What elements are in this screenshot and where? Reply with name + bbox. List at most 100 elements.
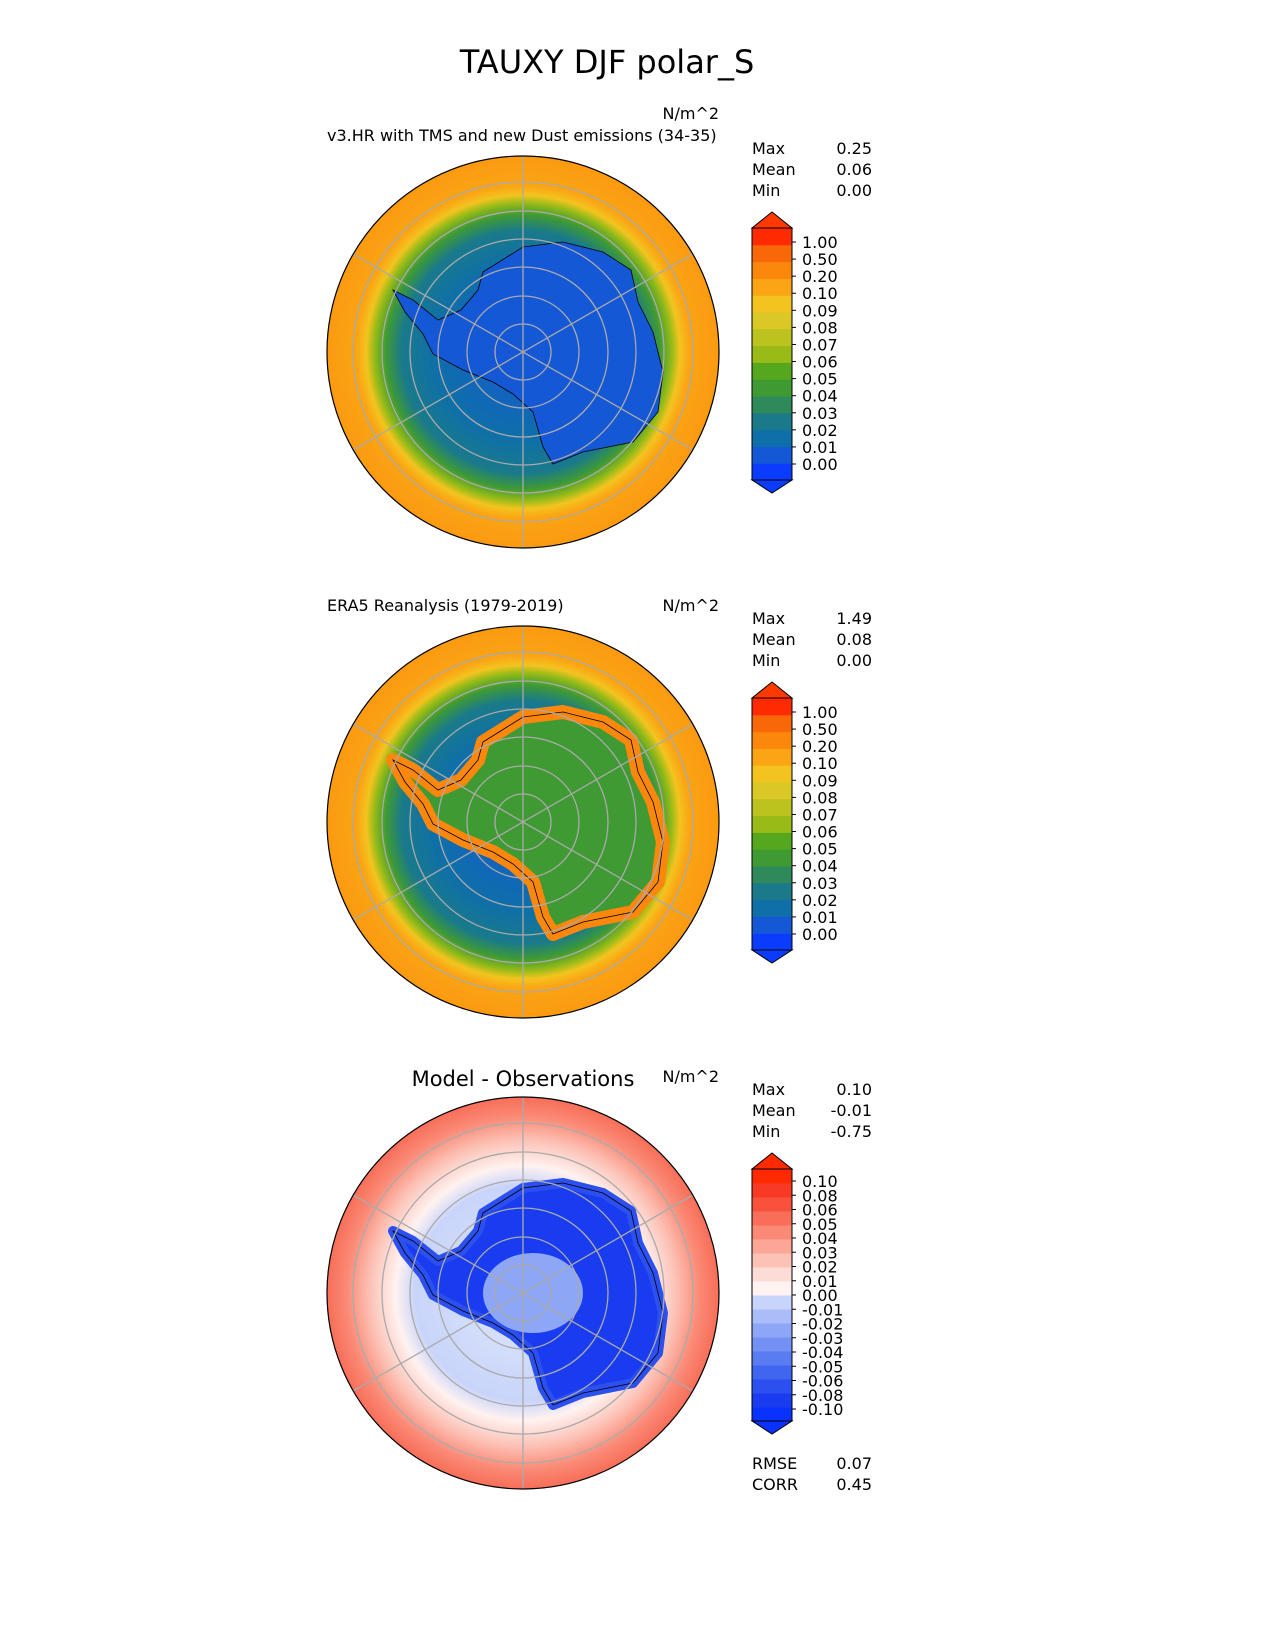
colorbar-tick-label: 0.06 bbox=[802, 823, 838, 842]
panel-units: N/m^2 bbox=[662, 1067, 719, 1086]
colorbar-tick-label: -0.03 bbox=[802, 1329, 843, 1348]
colorbar-tick-label: 0.01 bbox=[802, 438, 838, 457]
colorbar-segment bbox=[752, 1337, 792, 1352]
colorbar-tick-label: -0.02 bbox=[802, 1315, 843, 1334]
stat-value-min: -0.75 bbox=[831, 1122, 872, 1141]
colorbar-segment bbox=[752, 849, 792, 867]
panel-diff bbox=[326, 1096, 796, 1490]
panel-test bbox=[326, 155, 796, 549]
colorbar-tick-label: 0.04 bbox=[802, 387, 838, 406]
colorbar-segment bbox=[752, 463, 792, 481]
colorbar-outline bbox=[751, 697, 793, 951]
colorbar-segment bbox=[752, 228, 792, 246]
colorbar-tick-label: 0.05 bbox=[802, 370, 838, 389]
colorbar-tick-label: 0.00 bbox=[802, 925, 838, 944]
stat-value-mean: -0.01 bbox=[831, 1101, 872, 1120]
colorbar-segment bbox=[752, 899, 792, 917]
stat-label-mean: Mean bbox=[752, 1101, 796, 1120]
stat-label-min: Min bbox=[752, 651, 780, 670]
colorbar-tick-label: 0.20 bbox=[802, 737, 838, 756]
colorbar-tick-label: 0.00 bbox=[802, 455, 838, 474]
colorbar-segment bbox=[752, 396, 792, 414]
colorbar-tick-label: -0.05 bbox=[802, 1357, 843, 1376]
colorbar-segment bbox=[752, 412, 792, 431]
colorbar-segment bbox=[752, 328, 792, 347]
colorbar-extend-max bbox=[750, 211, 794, 229]
colorbar-segment bbox=[752, 832, 792, 850]
colorbar-segment bbox=[752, 882, 792, 901]
colorbar-tick-label: 0.08 bbox=[802, 318, 838, 337]
colorbar-segment bbox=[752, 1211, 792, 1226]
stat-label-max: Max bbox=[752, 609, 785, 628]
colorbar-tick-label: 0.02 bbox=[802, 891, 838, 910]
colorbar-segment bbox=[752, 362, 792, 380]
colorbar-segment bbox=[752, 1197, 792, 1212]
figure-title: TAUXY DJF polar_S bbox=[459, 43, 755, 81]
colorbar-tick-label: 0.10 bbox=[802, 1172, 838, 1191]
colorbar-tick-label: 0.03 bbox=[802, 1243, 838, 1262]
stat-value-mean: 0.08 bbox=[836, 630, 872, 649]
longitude-gridline bbox=[352, 723, 694, 921]
colorbar-tick-label: 0.01 bbox=[802, 908, 838, 927]
stat-value-corr: 0.45 bbox=[836, 1475, 872, 1494]
colorbar-tick-label: -0.04 bbox=[802, 1343, 843, 1362]
colorbar-tick-label: 1.00 bbox=[802, 703, 838, 722]
colorbar-tick-label: 0.10 bbox=[802, 754, 838, 773]
colorbar-segment bbox=[752, 244, 792, 263]
colorbar-extend-max bbox=[750, 681, 794, 699]
colorbar-tick-label: 0.04 bbox=[802, 857, 838, 876]
map-boundary bbox=[326, 625, 720, 1019]
colorbar-segment bbox=[752, 1183, 792, 1198]
colorbar-segment bbox=[752, 815, 792, 833]
colorbar-tick-label: 0.06 bbox=[802, 353, 838, 372]
antarctica-coastline bbox=[392, 241, 664, 465]
panel-units: N/m^2 bbox=[662, 104, 719, 123]
colorbar-tick-label: 0.02 bbox=[802, 1258, 838, 1277]
antarctica-coastline bbox=[392, 711, 664, 935]
stat-label-max: Max bbox=[752, 139, 785, 158]
colorbar-segment bbox=[752, 765, 792, 783]
colorbar bbox=[750, 211, 796, 494]
colorbar-tick-label: 0.50 bbox=[802, 720, 838, 739]
colorbar-segment bbox=[752, 1365, 792, 1380]
colorbar-tick-label: 0.02 bbox=[802, 421, 838, 440]
colorbar-segment bbox=[752, 1281, 792, 1296]
map-diff bbox=[327, 1097, 719, 1489]
colorbar-tick-label: 0.10 bbox=[802, 284, 838, 303]
panel-title: Model - Observations bbox=[412, 1067, 635, 1091]
colorbar-tick-label: 0.08 bbox=[802, 788, 838, 807]
colorbar-segment bbox=[752, 1295, 792, 1310]
colorbar-tick-label: 0.05 bbox=[802, 1215, 838, 1234]
colorbar-tick-label: 0.07 bbox=[802, 335, 838, 354]
stat-value-max: 0.25 bbox=[836, 139, 872, 158]
stat-label-mean: Mean bbox=[752, 160, 796, 179]
colorbar-segment bbox=[752, 916, 792, 934]
colorbar-segment bbox=[752, 429, 792, 447]
colorbar-segment bbox=[752, 933, 792, 951]
colorbar-segment bbox=[752, 866, 792, 884]
colorbar-outline bbox=[751, 227, 793, 481]
stat-value-rmse: 0.07 bbox=[836, 1454, 872, 1473]
antarctica-coastline bbox=[392, 1182, 664, 1406]
colorbar-segment bbox=[752, 261, 792, 279]
colorbar-segment bbox=[752, 1253, 792, 1268]
stat-label-mean: Mean bbox=[752, 630, 796, 649]
colorbar-tick-label: -0.01 bbox=[802, 1300, 843, 1319]
panel-reference bbox=[326, 625, 796, 1019]
colorbar-segment bbox=[752, 782, 792, 800]
colorbar bbox=[750, 1152, 796, 1435]
stat-value-max: 1.49 bbox=[836, 609, 872, 628]
panel-title: v3.HR with TMS and new Dust emissions (3… bbox=[327, 126, 717, 145]
colorbar-segment bbox=[752, 1169, 792, 1184]
colorbar-segment bbox=[752, 748, 792, 766]
colorbar bbox=[750, 681, 796, 964]
map-test bbox=[327, 156, 719, 548]
colorbar-segment bbox=[752, 379, 792, 397]
colorbar-tick-label: 0.05 bbox=[802, 840, 838, 859]
colorbar-tick-label: 0.01 bbox=[802, 1272, 838, 1291]
colorbar-segment bbox=[752, 698, 792, 716]
colorbar-segment bbox=[752, 295, 792, 313]
colorbar-extend-max bbox=[750, 1152, 794, 1170]
colorbar-tick-label: -0.10 bbox=[802, 1400, 843, 1419]
